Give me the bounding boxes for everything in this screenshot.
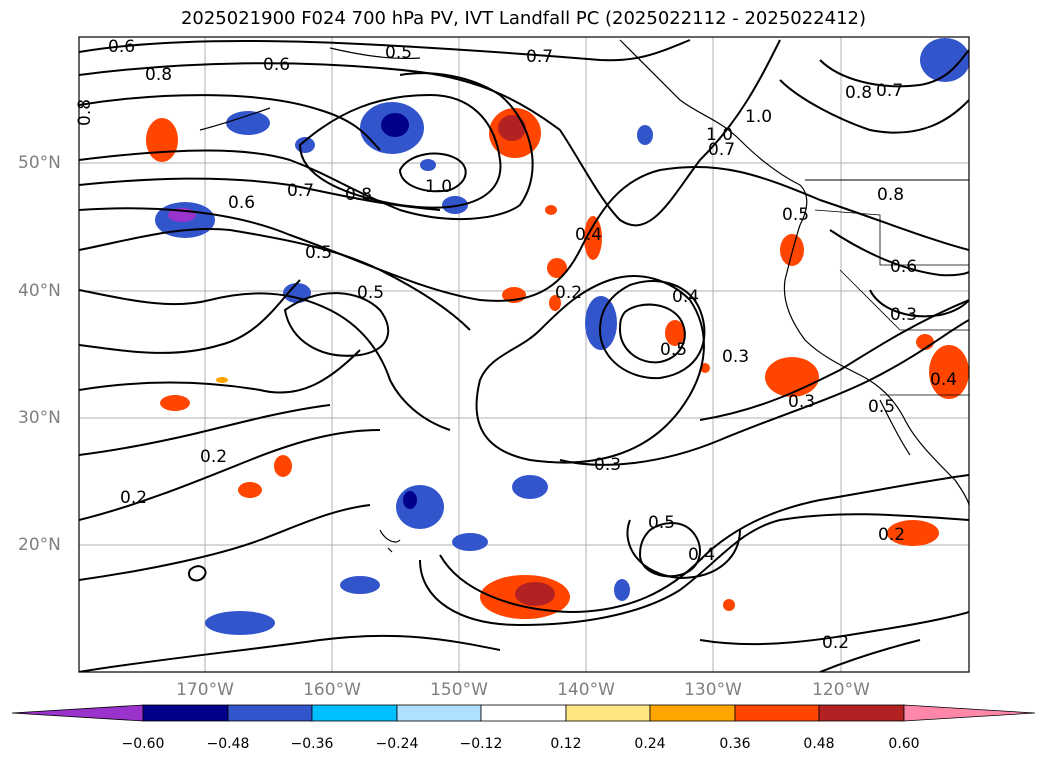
contour-label: 1.0 [745,107,772,127]
colorbar-tick-label: 0.60 [888,736,920,752]
contour-label: 1.0 [425,177,452,197]
latitude-label: 20°N [18,535,61,555]
colorbar-bin [396,704,482,722]
map-content [79,37,969,672]
contour-label: 0.5 [868,397,895,417]
ivt-contours [79,39,969,672]
colorbar-tick-label: −0.24 [375,736,419,752]
contour-label: 0.2 [878,525,905,545]
contour-labels: 0.6 0.8 0.5 0.7 0.8 1.0 0.6 0.7 0.8 1.0 … [75,37,957,653]
contour-label: 0.7 [876,81,903,101]
pv-negative-blob [205,611,275,635]
contour-label: 0.7 [287,181,314,201]
colorbar-bin [649,704,736,722]
contour-label: 0.3 [788,392,815,412]
contour-label: 0.5 [660,340,687,360]
contour-label: 0.3 [594,455,621,475]
contour-label: 0.8 [345,185,372,205]
colorbar-bin [227,704,313,722]
pv-negative-blob [226,111,270,135]
longitude-label: 140°W [557,680,615,700]
contour-label: 0.7 [708,140,735,160]
contour-label: 0.8 [845,83,872,103]
longitude-label: 120°W [812,680,870,700]
latitude-label: 40°N [18,281,61,301]
colorbar-tick-label: −0.48 [206,736,250,752]
contour-label: 0.2 [822,633,849,653]
figure-title: 2025021900 F024 700 hPa PV, IVT Landfall… [180,8,867,29]
pv-negative-blob [920,38,969,82]
pv-fill-blobs [146,38,969,635]
colorbar-bin [480,704,567,722]
contour-label: 0.8 [75,99,95,126]
colorbar-tick-label: −0.12 [459,736,503,752]
colorbar-bin [142,704,229,722]
colorbar-tick-label: 0.12 [550,736,582,752]
longitude-label: 130°W [684,680,742,700]
pv-positive-blob [887,520,939,546]
pv-positive-blob [146,118,178,162]
contour-label: 0.2 [120,488,147,508]
map-frame [78,36,970,673]
colorbar-extend-high [903,704,1036,722]
colorbar-tick-label: 0.36 [719,736,751,752]
contour-label: 0.5 [648,513,675,533]
colorbar [11,704,1036,722]
colorbar-tick-label: −0.36 [290,736,334,752]
contour-label: 0.5 [782,205,809,225]
contour-label: 0.4 [930,370,957,390]
contour-label: 0.8 [145,65,172,85]
contour-label: 1.0 [706,125,733,145]
colorbar-bin [311,704,398,722]
contour-label: 0.4 [575,225,602,245]
contour-label: 0.6 [890,257,917,277]
colorbar-tick-label: 0.48 [803,736,835,752]
colorbar-extend-low [11,704,144,722]
contour-label: 0.4 [672,287,699,307]
contour-label: 0.2 [555,283,582,303]
pv-positive-blob [765,357,819,397]
pv-positive-blob [780,234,804,266]
contour-label: 0.6 [228,193,255,213]
longitude-label: 170°W [176,680,234,700]
contour-label: 0.6 [108,37,135,57]
contour-label: 0.5 [305,243,332,263]
colorbar-bin [734,704,820,722]
longitude-label: 150°W [430,680,488,700]
contour-label: 0.5 [385,43,412,63]
latitude-label: 30°N [18,408,61,428]
colorbar-bin [818,704,905,722]
contour-label: 0.6 [263,55,290,75]
contour-label: 0.2 [200,447,227,467]
latitude-label: 50°N [18,153,61,173]
contour-label: 0.4 [688,545,715,565]
pv-positive-blob [929,345,969,399]
contour-label: 0.7 [526,47,553,67]
colorbar-tick-label: 0.24 [634,736,666,752]
contour-label: 0.8 [877,185,904,205]
colorbar-bin [565,704,651,722]
colorbar-tick-label: −0.60 [121,736,165,752]
contour-label: 0.3 [890,305,917,325]
contour-label: 0.3 [722,347,749,367]
coastlines [199,39,969,553]
contour-label: 0.5 [357,283,384,303]
pv-negative-blob [396,485,444,529]
longitude-label: 160°W [303,680,361,700]
